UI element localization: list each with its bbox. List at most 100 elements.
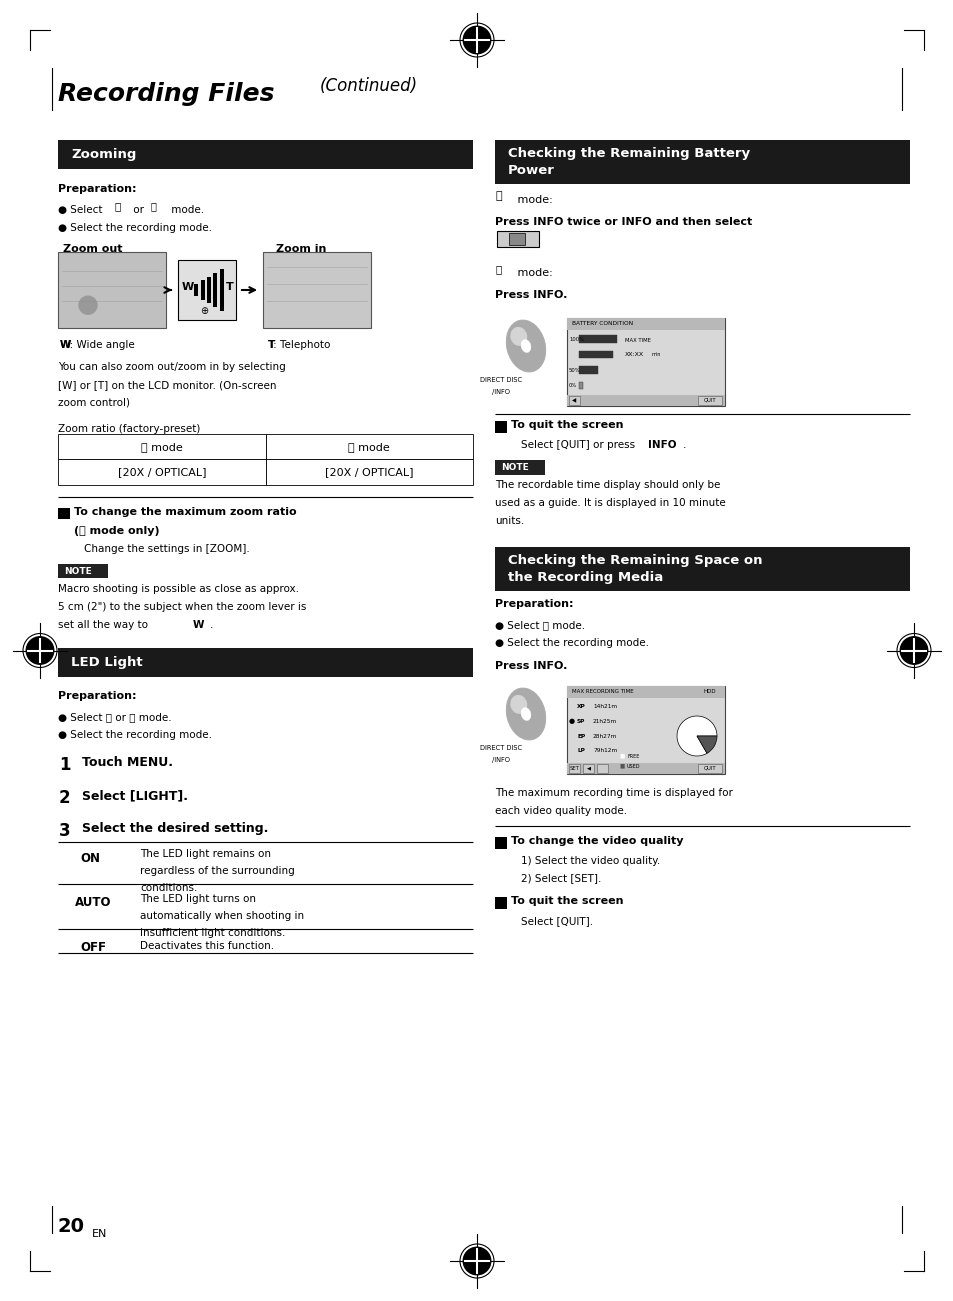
- Text: MAX TIME: MAX TIME: [624, 337, 650, 342]
- FancyBboxPatch shape: [566, 394, 724, 406]
- FancyBboxPatch shape: [495, 461, 544, 475]
- Text: Checking the Remaining Space on
the Recording Media: Checking the Remaining Space on the Reco…: [507, 554, 761, 584]
- Text: Preparation:: Preparation:: [495, 598, 573, 609]
- FancyBboxPatch shape: [497, 230, 538, 247]
- Text: W: W: [60, 340, 71, 350]
- Text: MAX RECORDING TIME: MAX RECORDING TIME: [572, 690, 633, 695]
- Text: ON: ON: [80, 852, 100, 865]
- Text: Press INFO twice or INFO and then select: Press INFO twice or INFO and then select: [495, 217, 752, 226]
- Text: You can also zoom out/zoom in by selecting: You can also zoom out/zoom in by selecti…: [58, 362, 286, 372]
- Text: insufficient light conditions.: insufficient light conditions.: [140, 928, 285, 938]
- FancyBboxPatch shape: [265, 459, 473, 485]
- Text: ⬛: ⬛: [495, 191, 501, 200]
- FancyBboxPatch shape: [58, 507, 70, 519]
- FancyBboxPatch shape: [578, 350, 613, 358]
- Text: DIRECT DISC: DIRECT DISC: [479, 745, 521, 751]
- FancyBboxPatch shape: [58, 141, 473, 169]
- FancyBboxPatch shape: [698, 764, 721, 773]
- Text: Zooming: Zooming: [71, 148, 136, 161]
- Ellipse shape: [506, 320, 545, 372]
- Circle shape: [462, 26, 491, 55]
- Text: 21h25m: 21h25m: [593, 719, 617, 723]
- Text: Press INFO.: Press INFO.: [495, 661, 567, 671]
- Wedge shape: [677, 716, 717, 756]
- Text: The recordable time display should only be: The recordable time display should only …: [495, 480, 720, 490]
- Ellipse shape: [520, 708, 531, 721]
- Text: /INFO: /INFO: [492, 757, 510, 762]
- Text: 0%: 0%: [568, 382, 577, 388]
- Text: To quit the screen: To quit the screen: [511, 896, 623, 905]
- Text: 2: 2: [59, 788, 71, 807]
- Text: ⬛ mode: ⬛ mode: [141, 442, 182, 451]
- Text: Select [LIGHT].: Select [LIGHT].: [82, 788, 188, 801]
- Text: T: Telephoto: T: Telephoto: [268, 340, 330, 350]
- Text: 1: 1: [59, 756, 71, 774]
- Text: zoom control): zoom control): [58, 398, 130, 409]
- Text: [20X / OPTICAL]: [20X / OPTICAL]: [117, 467, 206, 477]
- Circle shape: [899, 636, 927, 665]
- FancyBboxPatch shape: [58, 648, 473, 677]
- Text: units.: units.: [495, 516, 524, 526]
- FancyBboxPatch shape: [698, 396, 721, 405]
- Text: set all the way to: set all the way to: [58, 621, 152, 630]
- Text: The LED light remains on: The LED light remains on: [140, 850, 271, 859]
- FancyBboxPatch shape: [578, 381, 582, 389]
- FancyBboxPatch shape: [495, 141, 909, 183]
- Text: 14h21m: 14h21m: [593, 705, 617, 709]
- FancyBboxPatch shape: [200, 280, 204, 299]
- Text: ■: ■: [618, 764, 623, 769]
- Text: automatically when shooting in: automatically when shooting in: [140, 911, 304, 921]
- Text: AUTO: AUTO: [75, 896, 112, 909]
- FancyBboxPatch shape: [578, 334, 617, 342]
- Text: 50%: 50%: [568, 367, 580, 372]
- Text: 2) Select [SET].: 2) Select [SET].: [520, 873, 600, 883]
- FancyBboxPatch shape: [566, 686, 724, 774]
- Text: each video quality mode.: each video quality mode.: [495, 807, 626, 816]
- Text: Deactivates this function.: Deactivates this function.: [140, 941, 274, 951]
- FancyBboxPatch shape: [207, 277, 211, 303]
- Text: To quit the screen: To quit the screen: [511, 420, 623, 431]
- Text: QUIT: QUIT: [703, 766, 716, 770]
- Text: regardless of the surrounding: regardless of the surrounding: [140, 866, 294, 876]
- FancyBboxPatch shape: [566, 317, 724, 329]
- Text: OFF: OFF: [80, 941, 106, 954]
- Text: W: W: [193, 621, 204, 630]
- Wedge shape: [697, 736, 717, 753]
- Text: ● Select the recording mode.: ● Select the recording mode.: [58, 222, 212, 233]
- Text: 📷 mode: 📷 mode: [348, 442, 390, 451]
- Text: Zoom out: Zoom out: [63, 245, 122, 254]
- Text: INFO: INFO: [647, 440, 676, 450]
- Text: FREE: FREE: [626, 753, 639, 758]
- Text: Select the desired setting.: Select the desired setting.: [82, 822, 268, 835]
- Text: mode.: mode.: [168, 206, 204, 215]
- FancyBboxPatch shape: [193, 284, 198, 297]
- Text: XX:XX: XX:XX: [624, 351, 643, 356]
- Ellipse shape: [506, 688, 545, 740]
- Circle shape: [26, 636, 54, 665]
- Text: SP: SP: [577, 719, 585, 723]
- Text: Change the settings in [ZOOM].: Change the settings in [ZOOM].: [84, 544, 250, 554]
- Text: ◀: ◀: [572, 398, 576, 403]
- FancyBboxPatch shape: [509, 233, 524, 245]
- Ellipse shape: [520, 340, 531, 353]
- Text: QUIT: QUIT: [703, 398, 716, 403]
- FancyBboxPatch shape: [58, 459, 265, 485]
- Text: 20: 20: [58, 1216, 85, 1236]
- Text: BATTERY CONDITION: BATTERY CONDITION: [572, 321, 633, 327]
- Text: mode:: mode:: [514, 268, 552, 278]
- FancyBboxPatch shape: [178, 260, 235, 320]
- FancyBboxPatch shape: [568, 764, 579, 773]
- FancyBboxPatch shape: [597, 764, 607, 773]
- Text: Preparation:: Preparation:: [58, 183, 136, 194]
- Text: Zoom ratio (factory-preset): Zoom ratio (factory-preset): [58, 424, 200, 435]
- Text: ◀: ◀: [586, 766, 590, 770]
- Text: Recording Files: Recording Files: [58, 82, 274, 105]
- Text: The maximum recording time is displayed for: The maximum recording time is displayed …: [495, 788, 732, 798]
- Text: Select [QUIT] or press: Select [QUIT] or press: [520, 440, 638, 450]
- Text: .: .: [682, 440, 685, 450]
- Text: ⊕: ⊕: [200, 307, 208, 316]
- Text: Select [QUIT].: Select [QUIT].: [520, 916, 593, 926]
- Text: ● Select the recording mode.: ● Select the recording mode.: [58, 730, 212, 740]
- Text: LP: LP: [577, 748, 584, 753]
- Text: 1) Select the video quality.: 1) Select the video quality.: [520, 856, 659, 866]
